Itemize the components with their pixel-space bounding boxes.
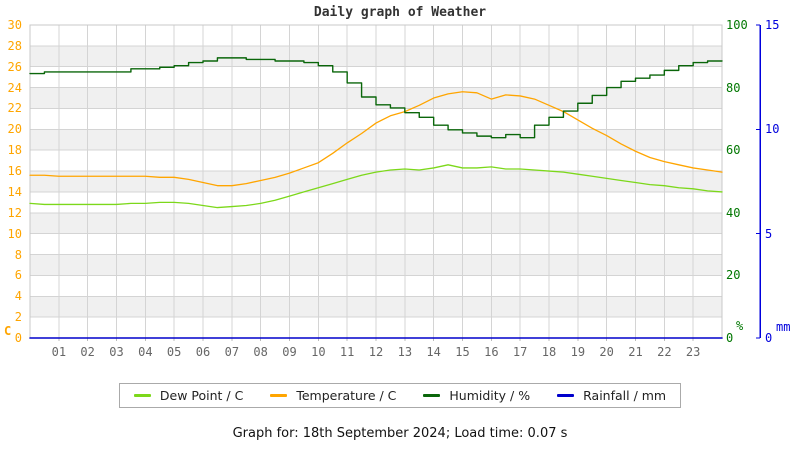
left-axis-tick-label: 4 bbox=[14, 289, 22, 304]
percent-axis-tick-label: 40 bbox=[726, 205, 741, 220]
legend-wrap: Dew Point / C Temperature / C Humidity /… bbox=[0, 383, 800, 408]
legend-item-rainfall: Rainfall / mm bbox=[557, 388, 666, 403]
x-axis-tick-label: 14 bbox=[426, 345, 441, 359]
legend-item-humidity: Humidity / % bbox=[423, 388, 530, 403]
x-axis-tick-label: 15 bbox=[455, 345, 470, 359]
mm-axis-tick-label: 0 bbox=[765, 331, 773, 345]
plot-svg bbox=[29, 24, 761, 341]
legend-item-dew-point: Dew Point / C bbox=[133, 388, 244, 403]
legend-label-dew-point: Dew Point / C bbox=[159, 388, 244, 403]
x-axis-tick-label: 19 bbox=[570, 345, 586, 359]
percent-axis-tick-label: 0 bbox=[726, 331, 734, 345]
percent-axis-tick-label: 100 bbox=[726, 18, 748, 32]
x-axis-tick-label: 11 bbox=[339, 345, 355, 359]
mm-axis-tick-label: 5 bbox=[765, 226, 773, 241]
x-axis-tick-label: 21 bbox=[628, 345, 643, 359]
left-axis-tick-label: 16 bbox=[7, 164, 22, 179]
x-axis-tick-label: 16 bbox=[484, 345, 499, 359]
percent-axis-unit-label: % bbox=[736, 319, 744, 333]
x-axis-tick-label: 22 bbox=[657, 345, 672, 359]
left-axis-tick-label: 0 bbox=[14, 331, 22, 345]
mm-axis-tick-label: 15 bbox=[765, 18, 780, 32]
percent-axis-tick-label: 80 bbox=[726, 80, 741, 95]
legend: Dew Point / C Temperature / C Humidity /… bbox=[118, 383, 682, 408]
x-axis-tick-label: 07 bbox=[224, 345, 240, 359]
legend-label-temperature: Temperature / C bbox=[296, 388, 397, 403]
temperature-line-swatch bbox=[270, 394, 288, 397]
left-axis-tick-label: 30 bbox=[7, 18, 22, 32]
mm-axis-unit-label: mm bbox=[776, 320, 791, 334]
left-axis-tick-label: 28 bbox=[7, 38, 22, 53]
x-axis-tick-label: 08 bbox=[253, 345, 268, 359]
series-line-temperature bbox=[29, 91, 723, 187]
x-axis-tick-label: 10 bbox=[311, 345, 326, 359]
humidity-line-swatch bbox=[423, 394, 441, 397]
x-axis-tick-label: 05 bbox=[166, 345, 182, 359]
percent-axis-tick-label: 20 bbox=[726, 268, 741, 283]
x-axis-tick-label: 03 bbox=[109, 345, 124, 359]
left-axis-tick-label: 18 bbox=[7, 143, 22, 158]
x-axis-tick-label: 02 bbox=[80, 345, 95, 359]
left-axis-tick-label: 6 bbox=[14, 268, 22, 283]
x-axis-tick-label: 06 bbox=[195, 345, 211, 359]
left-axis-tick-label: 12 bbox=[7, 205, 22, 220]
left-axis-tick-label: 20 bbox=[7, 122, 22, 137]
x-axis-tick-label: 17 bbox=[512, 345, 528, 359]
legend-label-rainfall: Rainfall / mm bbox=[583, 388, 667, 403]
percent-axis-tick-label: 60 bbox=[726, 143, 741, 158]
mm-axis-tick-label: 10 bbox=[765, 122, 780, 137]
chart-title: Daily graph of Weather bbox=[313, 5, 487, 20]
left-axis-tick-label: 22 bbox=[7, 101, 22, 116]
x-axis-tick-label: 09 bbox=[282, 345, 297, 359]
x-axis-tick-label: 01 bbox=[51, 345, 67, 359]
x-axis-tick-label: 04 bbox=[138, 345, 153, 359]
left-axis-tick-label: 14 bbox=[7, 184, 22, 199]
left-axis-tick-label: 2 bbox=[14, 310, 22, 325]
x-axis-tick-label: 23 bbox=[685, 345, 701, 359]
footer-caption: Graph for: 18th September 2024; Load tim… bbox=[232, 426, 568, 441]
series-line-humidity bbox=[29, 57, 723, 139]
dew-point-line-swatch bbox=[133, 394, 151, 397]
series-line-dew bbox=[29, 164, 723, 209]
legend-label-humidity: Humidity / % bbox=[449, 388, 531, 403]
x-axis-tick-label: 13 bbox=[397, 345, 413, 359]
left-axis-tick-label: 10 bbox=[7, 226, 22, 241]
rainfall-line-swatch bbox=[557, 394, 575, 397]
left-axis-unit-label: C bbox=[4, 324, 12, 338]
x-axis-tick-label: 20 bbox=[599, 345, 614, 359]
left-axis-tick-label: 24 bbox=[7, 80, 22, 95]
legend-item-temperature: Temperature / C bbox=[270, 388, 396, 403]
x-axis-tick-label: 18 bbox=[541, 345, 557, 359]
left-axis-tick-label: 8 bbox=[14, 247, 22, 262]
x-axis-tick-label: 12 bbox=[368, 345, 384, 359]
left-axis-tick-label: 26 bbox=[7, 59, 22, 74]
